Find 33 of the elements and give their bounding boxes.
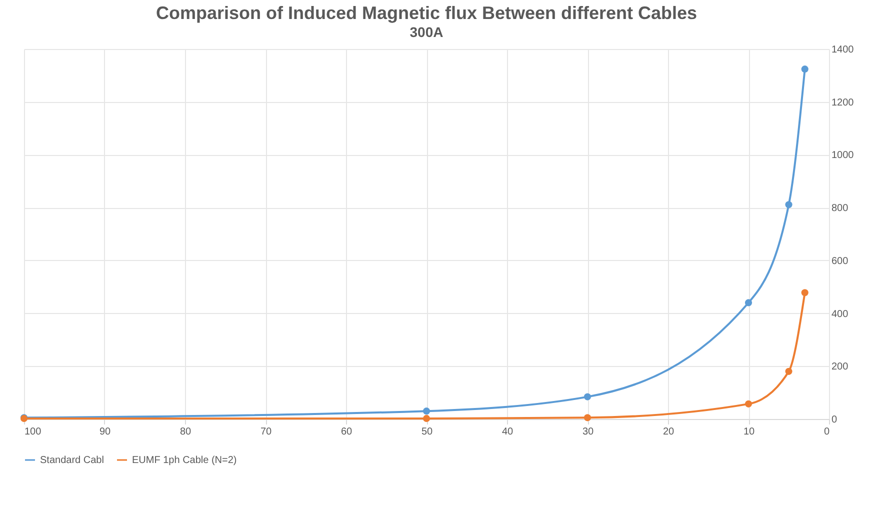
x-tick-label: 30 [582, 426, 594, 438]
y-tick-label: 400 [832, 308, 849, 320]
point [785, 368, 792, 375]
y-tick-label: 200 [832, 362, 849, 373]
point [422, 414, 430, 422]
legend-label: EUMF 1ph Cable (N=2) [132, 455, 237, 466]
x-tick-label: 70 [260, 426, 272, 438]
y-tick-label: 600 [832, 256, 849, 267]
point [584, 414, 592, 422]
y-tick-label: 1400 [832, 44, 854, 56]
point [744, 400, 752, 408]
y-tick-label: 0 [832, 414, 838, 426]
legend-label: Standard Cabl [40, 455, 104, 466]
x-tick-label: 20 [662, 426, 674, 438]
y-tick-label: 1000 [832, 150, 854, 162]
point [744, 299, 752, 306]
y-tick-label: 800 [832, 203, 849, 214]
x-tick-label: 90 [99, 426, 111, 438]
point [584, 393, 592, 400]
point [801, 66, 808, 73]
x-tick-label: 0 [824, 426, 830, 438]
chart-title: Comparison of Induced Magnetic flux Between different Cables [156, 3, 698, 23]
x-tick-label: 100 [24, 426, 42, 438]
point [422, 408, 430, 415]
chart-subtitle: 300A [410, 24, 444, 40]
x-tick-label: 50 [421, 426, 433, 438]
x-tick-label: 60 [340, 426, 352, 438]
x-tick-label: 80 [180, 426, 192, 438]
point [785, 201, 792, 208]
x-tick-label: 40 [502, 426, 514, 438]
point [801, 289, 808, 296]
y-tick-label: 1200 [832, 97, 854, 108]
x-tick-label: 10 [743, 426, 755, 438]
